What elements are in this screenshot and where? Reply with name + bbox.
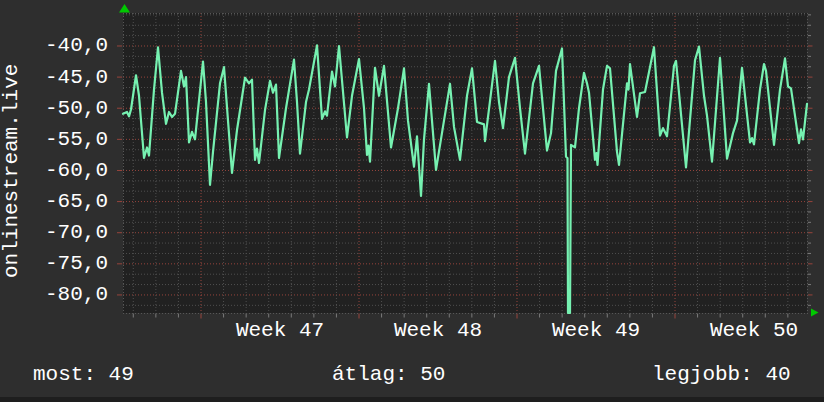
footer-strip (0, 397, 824, 402)
y-tick-label: -65,0 (0, 191, 108, 212)
up-arrow-icon (119, 4, 130, 13)
plot-background (123, 13, 807, 313)
x-tick-label: Week 50 (689, 320, 819, 341)
y-tick-label: -75,0 (0, 253, 108, 274)
y-tick-label: -40,0 (0, 35, 108, 56)
x-tick-label: Week 49 (531, 320, 661, 341)
stat-legjobb: legjobb: 40 (652, 364, 791, 385)
x-tick-label: Week 48 (373, 320, 503, 341)
x-tick-label: Week 47 (215, 320, 345, 341)
right-arrow-icon (811, 309, 819, 317)
y-tick-label: -50,0 (0, 98, 108, 119)
stat-atlag: átlag: 50 (332, 364, 445, 385)
y-tick-label: -45,0 (0, 67, 108, 88)
stat-most: most: 49 (33, 364, 134, 385)
graph-page: onlinestream.live -40,0-45,0-50,0-55,0-6… (0, 0, 824, 402)
y-tick-label: -55,0 (0, 129, 108, 150)
y-tick-label: -60,0 (0, 160, 108, 181)
y-tick-label: -70,0 (0, 222, 108, 243)
y-tick-label: -80,0 (0, 284, 108, 305)
